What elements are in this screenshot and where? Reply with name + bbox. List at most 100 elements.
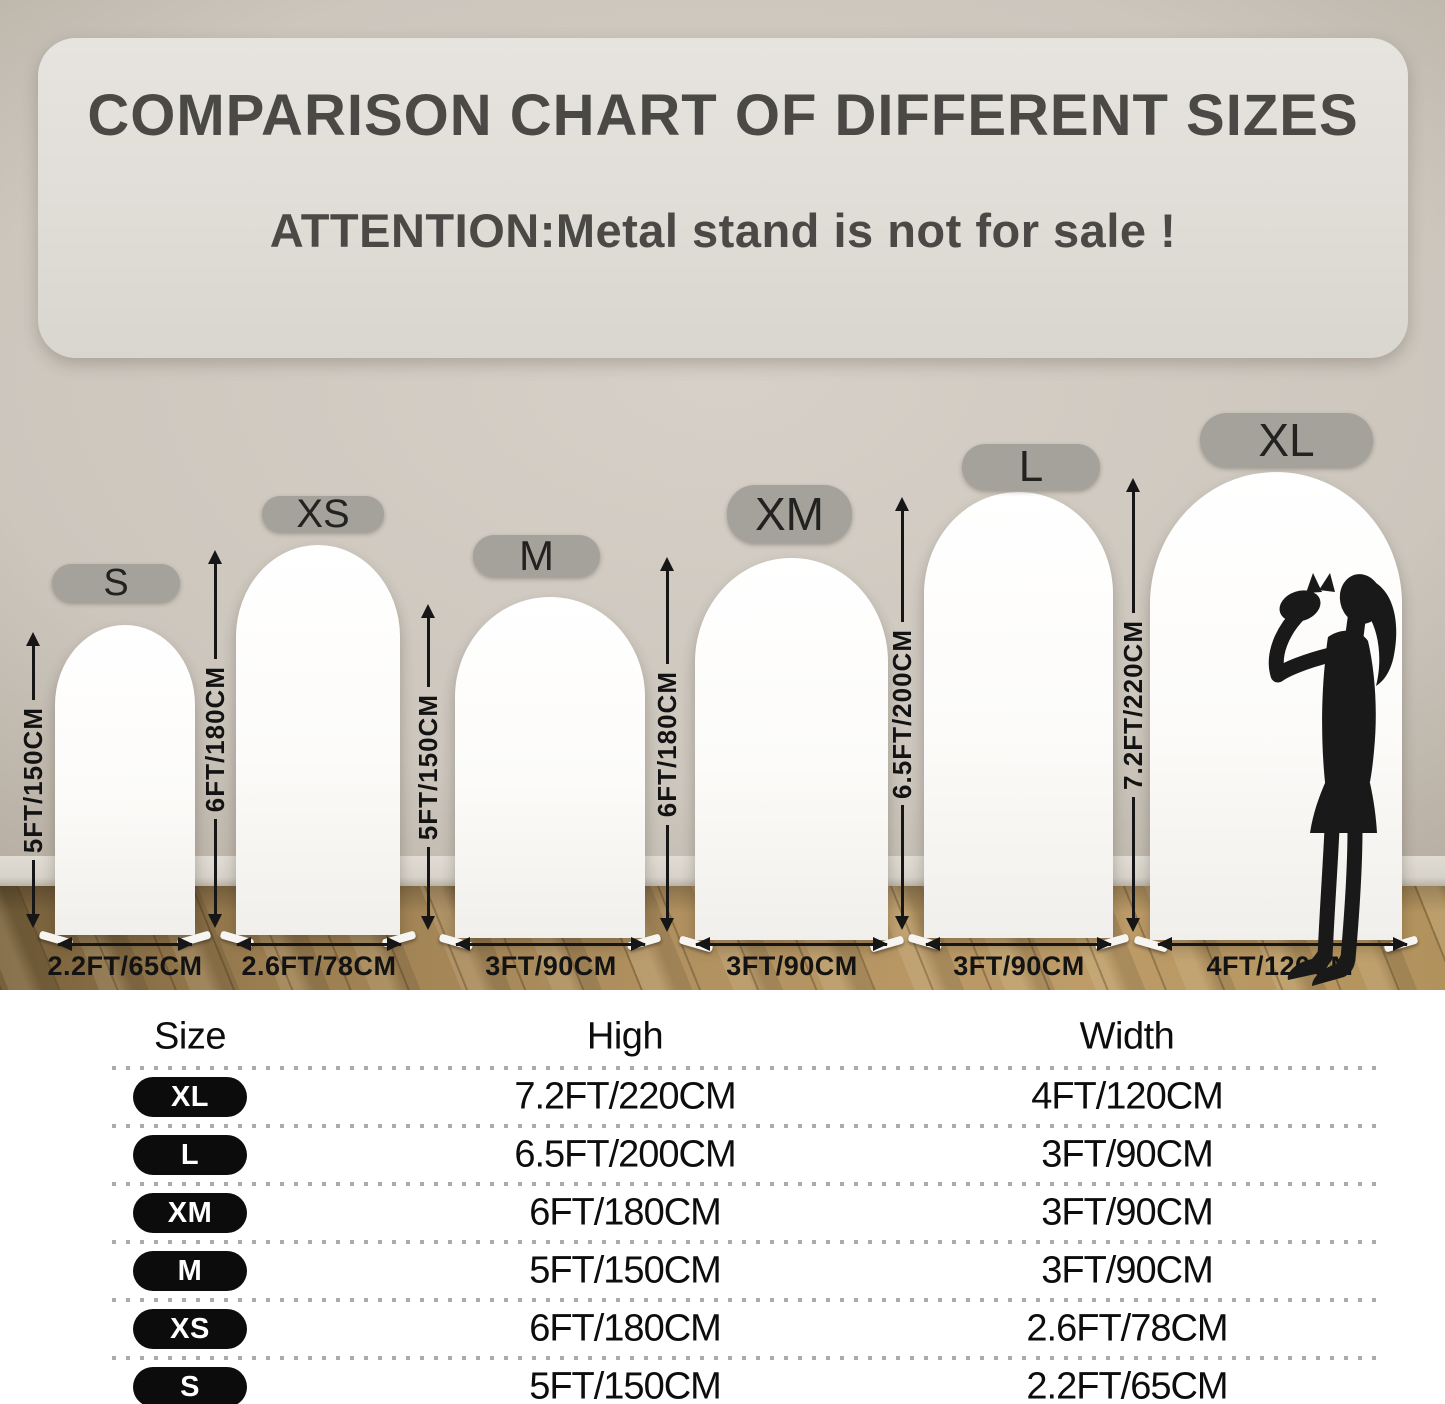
width-label-m: 3FT/90CM (485, 951, 617, 981)
table-row-s: S 5FT/150CM 2.2FT/65CM (0, 1360, 1445, 1404)
dotted-divider (112, 1298, 1385, 1302)
height-arrow-xs: 6FT/180CM (198, 550, 232, 929)
height-arrow-m: 5FT/150CM (411, 604, 445, 931)
arrow-down-icon (1126, 918, 1140, 933)
width-arrow-xl (1157, 937, 1408, 951)
column-header-high: High (586, 1015, 664, 1058)
table-row-xs: XS 6FT/180CM 2.6FT/78CM (0, 1302, 1445, 1356)
arrow-up-icon (26, 632, 40, 646)
high-value: 6.5FT/200CM (514, 1133, 736, 1176)
size-pill-m-label: M (519, 532, 554, 579)
high-value: 5FT/150CM (529, 1249, 722, 1292)
height-label-s: 5FT/150CM (17, 706, 48, 854)
width-label-xm: 3FT/90CM (726, 951, 858, 981)
arch-backdrop-xm (695, 558, 888, 940)
height-label-l: 6.5FT/200CM (886, 628, 917, 799)
dotted-divider (112, 1066, 1385, 1070)
size-table: Size High Width XL 7.2FT/220CM 4FT/120CM… (0, 1008, 1445, 1404)
arrow-right-icon (387, 937, 402, 951)
photo-scene: COMPARISON CHART OF DIFFERENT SIZES ATTE… (0, 0, 1445, 990)
dotted-divider (112, 1356, 1385, 1360)
dotted-divider (112, 1182, 1385, 1186)
width-arrow-xs (236, 937, 402, 951)
size-pill-xm: XM (727, 485, 852, 543)
arrow-right-icon (873, 937, 888, 951)
height-arrow-l: 6.5FT/200CM (885, 497, 919, 931)
width-value: 2.2FT/65CM (1026, 1365, 1228, 1404)
arch-backdrop-l (924, 492, 1113, 938)
arch-backdrop-m (455, 597, 645, 938)
arrow-up-icon (895, 497, 909, 511)
height-label-xl: 7.2FT/220CM (1117, 620, 1148, 790)
size-pill-xl: XL (1200, 413, 1373, 467)
column-header-width: Width (1079, 1015, 1175, 1058)
arrow-up-icon (421, 604, 435, 618)
width-label-xs: 2.6FT/78CM (241, 951, 397, 981)
size-pill-xl-label: XL (1258, 414, 1315, 466)
arrow-up-icon (208, 550, 222, 564)
arch-backdrop-xs (236, 545, 400, 935)
height-label-m: 5FT/150CM (412, 693, 443, 841)
size-badge-xl: XL (133, 1077, 247, 1117)
size-pill-xs-label: XS (296, 491, 350, 536)
width-arrow-s (57, 937, 193, 951)
size-pill-xs: XS (262, 492, 384, 536)
arrow-left-icon (57, 937, 72, 951)
arrow-right-icon (631, 937, 646, 951)
width-value: 3FT/90CM (1041, 1249, 1213, 1292)
column-header-size: Size (154, 1015, 226, 1058)
size-pill-xm-label: XM (755, 488, 824, 540)
page-title: COMPARISON CHART OF DIFFERENT SIZES (87, 83, 1359, 148)
width-arrow-xm (695, 937, 888, 951)
arrow-down-icon (421, 916, 435, 931)
size-pill-m: M (473, 532, 600, 579)
table-row-l: L 6.5FT/200CM 3FT/90CM (0, 1128, 1445, 1182)
woman-silhouette-icon (1268, 573, 1397, 986)
arrow-up-icon (660, 557, 674, 571)
width-arrow-m (455, 937, 646, 951)
size-pill-s: S (52, 561, 180, 604)
high-value: 6FT/180CM (529, 1307, 722, 1350)
arrow-right-icon (1097, 937, 1112, 951)
size-pill-l-label: L (1018, 442, 1044, 491)
width-label-s: 2.2FT/65CM (47, 951, 203, 981)
width-value: 3FT/90CM (1041, 1191, 1213, 1234)
arrow-left-icon (925, 937, 940, 951)
arrow-down-icon (26, 914, 40, 929)
table-row-m: M 5FT/150CM 3FT/90CM (0, 1244, 1445, 1298)
high-value: 6FT/180CM (529, 1191, 722, 1234)
height-arrow-xm: 6FT/180CM (650, 557, 684, 933)
arrow-up-icon (1126, 478, 1140, 492)
dotted-divider (112, 1124, 1385, 1128)
size-badge-l: L (133, 1135, 247, 1175)
size-pill-l: L (962, 442, 1100, 491)
arrow-right-icon (178, 937, 193, 951)
arrow-down-icon (660, 918, 674, 933)
table-header-row: Size High Width (0, 1008, 1445, 1066)
arrow-down-icon (208, 914, 222, 929)
dotted-divider (112, 1240, 1385, 1244)
size-badge-m: M (133, 1251, 247, 1291)
table-row-xm: XM 6FT/180CM 3FT/90CM (0, 1186, 1445, 1240)
arrow-left-icon (236, 937, 251, 951)
width-value: 4FT/120CM (1031, 1075, 1224, 1118)
width-value: 2.6FT/78CM (1026, 1307, 1228, 1350)
size-badge-s: S (133, 1367, 247, 1404)
width-label-l: 3FT/90CM (953, 951, 1085, 981)
width-value: 3FT/90CM (1041, 1133, 1213, 1176)
size-pill-s-label: S (103, 561, 129, 604)
height-arrow-s: 5FT/150CM (16, 632, 50, 929)
arch-backdrop-s (55, 625, 195, 935)
arrow-left-icon (1157, 937, 1172, 951)
arrow-down-icon (895, 916, 909, 931)
height-label-xs: 6FT/180CM (199, 665, 230, 813)
arrow-left-icon (695, 937, 710, 951)
table-row-xl: XL 7.2FT/220CM 4FT/120CM (0, 1070, 1445, 1124)
high-value: 7.2FT/220CM (514, 1075, 736, 1118)
width-arrow-l (925, 937, 1112, 951)
arrow-left-icon (455, 937, 470, 951)
high-value: 5FT/150CM (529, 1365, 722, 1404)
header-card: COMPARISON CHART OF DIFFERENT SIZES ATTE… (38, 38, 1408, 358)
height-arrow-xl: 7.2FT/220CM (1116, 478, 1150, 933)
